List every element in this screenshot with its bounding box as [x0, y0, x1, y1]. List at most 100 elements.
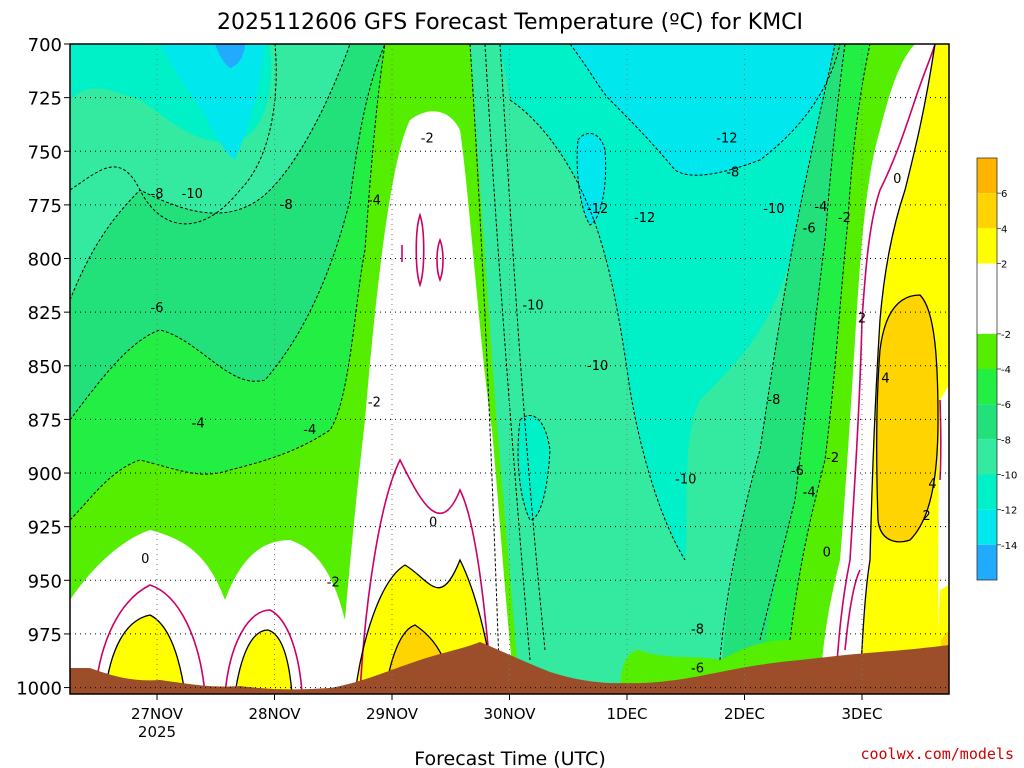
contour-labels: -8 -10 -8 -6 -4 -4 0 -2 -4 -2 -2 0 -10 -12 -12 -10 -12 -1…	[141, 131, 937, 676]
colorbar-band	[977, 509, 997, 545]
contour-label: -4	[192, 417, 205, 432]
contour-label: -12	[716, 131, 737, 146]
colorbar-label: -12	[1001, 506, 1017, 517]
contour-label: -6	[151, 301, 164, 316]
colorbar-label: 4	[1001, 224, 1007, 235]
contour-label: 0	[141, 552, 149, 567]
credit-link[interactable]: coolwx.com/models	[860, 745, 1014, 763]
colorbar-band	[977, 474, 997, 510]
band-2-to-4	[235, 630, 292, 694]
y-tick-label: 875	[28, 410, 62, 431]
contour-label: -2	[838, 211, 851, 226]
colorbar-label: -4	[1001, 365, 1011, 376]
x-tick-sublabel: 2025	[138, 723, 176, 741]
x-tick-label: 28NOV	[248, 705, 301, 723]
x-tick-label: 1DEC	[606, 705, 647, 723]
contour-label: -2	[826, 451, 839, 466]
colorbar-label: -2	[1001, 330, 1011, 341]
contour-label: 2	[858, 312, 866, 327]
colorbar-label: -6	[1001, 400, 1011, 411]
y-axis: 700 725 750 775 800 825 850 875 900 925 950 975 1000	[16, 35, 70, 700]
temperature-field	[70, 44, 949, 694]
x-tick-label: 27NOV	[131, 705, 184, 723]
y-tick-label: 950	[28, 571, 62, 592]
x-tick-label: 29NOV	[366, 705, 419, 723]
colorbar-band	[977, 439, 997, 475]
terrain	[70, 642, 949, 694]
chart-title: 2025112606 GFS Forecast Temperature (ºC)…	[217, 10, 803, 35]
band-minus12-to-minus14	[160, 44, 265, 160]
contour-label: -8	[151, 187, 164, 202]
negative-isotherms	[70, 44, 871, 694]
contour-label: -4	[368, 194, 381, 209]
contour-label: -10	[182, 187, 203, 202]
contour-label: -10	[522, 299, 543, 314]
contour-label: -4	[303, 423, 316, 438]
colorbar-band	[977, 404, 997, 440]
colorbar-band	[977, 158, 997, 194]
contour-label: -12	[634, 211, 655, 226]
x-axis-label: Forecast Time (UTC)	[414, 748, 605, 768]
contour-label: -8	[726, 166, 739, 181]
contour-label: -10	[587, 359, 608, 374]
y-tick-label: 775	[28, 196, 62, 217]
y-tick-label: 925	[28, 518, 62, 539]
band-4-to-6	[876, 295, 938, 542]
colorbar-label: -10	[1001, 471, 1017, 482]
positive-isotherms	[104, 44, 939, 694]
band-minus10-to-minus12	[518, 415, 550, 520]
colorbar-band	[977, 263, 997, 334]
contour-label: -6	[803, 221, 816, 236]
contour-label: -6	[791, 464, 804, 479]
x-tick-label: 30NOV	[483, 705, 536, 723]
y-tick-label: 975	[28, 625, 62, 646]
colorbar-band	[977, 333, 997, 369]
colorbar: 6 4 2 -2 -4 -6 -8 -10 -12 -14	[976, 157, 1017, 581]
colorbar-band	[977, 228, 997, 264]
contour-label: 0	[429, 515, 437, 530]
y-tick-label: 1000	[16, 679, 62, 700]
contour-label: 2	[922, 509, 930, 524]
contour-label: 4	[928, 477, 936, 492]
contour-label: -10	[675, 472, 696, 487]
contour-label: 0	[823, 545, 831, 560]
colorbar-label: 2	[1001, 260, 1007, 271]
y-tick-label: 700	[28, 35, 62, 56]
zero-isotherms	[94, 44, 942, 694]
contour-label: -12	[587, 202, 608, 217]
band-minus12-to-minus14	[570, 44, 840, 176]
contour-label: 0	[893, 172, 901, 187]
contour-label: -2	[327, 575, 340, 590]
y-tick-label: 900	[28, 464, 62, 485]
colorbar-label: -8	[1001, 435, 1011, 446]
grid	[70, 43, 949, 694]
colorbar-label: -14	[1001, 541, 1017, 552]
contour-label: -8	[767, 393, 780, 408]
y-tick-label: 850	[28, 357, 62, 378]
band-minus2-to-2	[70, 111, 515, 694]
contour-label: -10	[763, 202, 784, 217]
contour-label: -8	[691, 623, 704, 638]
contour-label: -4	[814, 200, 827, 215]
contour-label: -4	[803, 485, 816, 500]
contour-label: -8	[280, 198, 293, 213]
x-tick-label: 3DEC	[841, 705, 882, 723]
band-minus14-to-minus16	[215, 44, 245, 68]
x-tick-label: 2DEC	[724, 705, 765, 723]
colorbar-label: 6	[1001, 189, 1007, 200]
band-minus12-to-minus14	[577, 133, 606, 225]
y-tick-label: 725	[28, 89, 62, 110]
band-2-to-4	[105, 615, 185, 694]
colorbar-band	[977, 544, 997, 580]
colorbar-band	[977, 193, 997, 229]
contour-label: -2	[368, 395, 381, 410]
contour-label: -6	[691, 661, 704, 676]
contour-label: -2	[421, 131, 434, 146]
colorbar-band	[977, 369, 997, 405]
y-tick-label: 800	[28, 250, 62, 271]
y-tick-label: 750	[28, 142, 62, 163]
contour-label: 4	[881, 372, 889, 387]
y-tick-label: 825	[28, 303, 62, 324]
